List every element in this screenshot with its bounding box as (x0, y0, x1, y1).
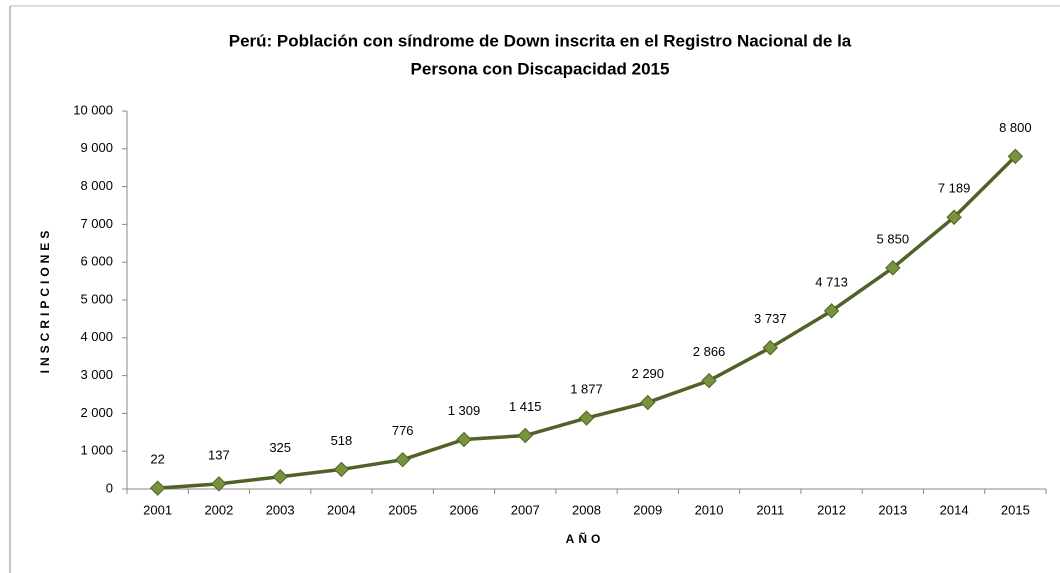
data-label: 325 (269, 440, 291, 455)
marker (762, 340, 779, 356)
marker (517, 427, 533, 444)
marker (272, 469, 288, 485)
y-tick-label: 9 000 (80, 140, 113, 155)
data-label: 3 737 (754, 311, 787, 326)
y-tick-label: 8 000 (80, 178, 113, 193)
data-label: 2 866 (693, 344, 726, 359)
data-label: 8 800 (999, 120, 1032, 135)
x-tick-label: 2010 (695, 502, 724, 517)
data-label: 5 850 (877, 231, 910, 246)
marker (946, 209, 962, 225)
y-tick-label: 7 000 (80, 216, 113, 231)
marker (211, 476, 227, 492)
chart-title: Perú: Población con síndrome de Down ins… (229, 31, 852, 50)
y-tick-label: 6 000 (80, 254, 113, 269)
marker (823, 303, 840, 319)
marker (885, 260, 901, 276)
x-tick-label: 2015 (1001, 502, 1030, 517)
x-tick-label: 2003 (266, 502, 295, 517)
x-tick-label: 2012 (817, 502, 846, 517)
x-tick-label: 2006 (450, 502, 479, 517)
x-tick-label: 2008 (572, 502, 601, 517)
y-tick-label: 4 000 (80, 329, 113, 344)
data-label: 7 189 (938, 181, 971, 196)
series-line (157, 155, 1017, 490)
y-tick-label: 1 000 (80, 443, 113, 458)
marker (578, 410, 595, 426)
marker (149, 480, 166, 496)
x-axis-title: AÑO (566, 531, 605, 546)
data-label: 2 290 (631, 366, 664, 381)
x-tick-label: 2013 (878, 502, 907, 517)
data-label: 4 713 (815, 274, 848, 289)
y-tick-label: 0 (106, 480, 113, 495)
data-label: 518 (331, 433, 353, 448)
y-axis-title: INSCRIPCIONES (38, 227, 52, 374)
marker (456, 431, 472, 448)
marker (333, 461, 350, 478)
marker (640, 394, 656, 411)
x-tick-label: 2011 (756, 502, 784, 517)
x-tick-label: 2005 (388, 502, 417, 517)
y-tick-label: 2 000 (80, 405, 113, 420)
x-tick-label: 2014 (940, 502, 969, 517)
data-label: 137 (208, 447, 230, 462)
x-tick-label: 2007 (511, 502, 540, 517)
data-label: 1 877 (570, 381, 603, 396)
chart-title: Persona con Discapacidad 2015 (411, 59, 670, 78)
y-tick-label: 3 000 (80, 367, 113, 382)
x-tick-label: 2009 (633, 502, 662, 517)
data-label: 22 (150, 452, 164, 467)
y-tick-label: 5 000 (80, 291, 113, 306)
data-label: 776 (392, 423, 414, 438)
data-label: 1 415 (509, 399, 542, 414)
y-tick-label: 10 000 (73, 102, 113, 117)
x-tick-label: 2001 (143, 502, 172, 517)
data-label: 1 309 (448, 403, 481, 418)
marker (1007, 148, 1024, 165)
marker (394, 451, 411, 468)
x-tick-label: 2002 (204, 502, 233, 517)
x-tick-label: 2004 (327, 502, 356, 517)
marker (701, 372, 717, 389)
